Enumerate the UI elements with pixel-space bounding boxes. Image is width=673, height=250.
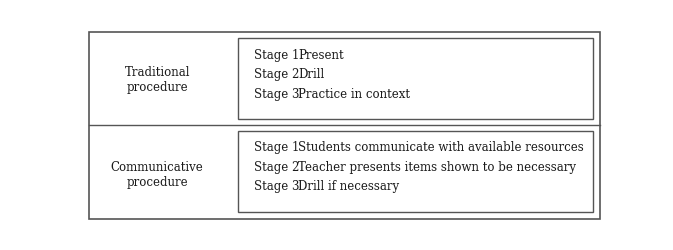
Text: Stage 2: Stage 2 xyxy=(254,160,299,173)
Bar xyxy=(238,131,593,212)
Text: Drill: Drill xyxy=(298,68,324,81)
Text: Stage 1: Stage 1 xyxy=(254,48,299,61)
Text: Practice in context: Practice in context xyxy=(298,87,410,100)
Text: Traditional
procedure: Traditional procedure xyxy=(125,66,190,94)
Text: Students communicate with available resources: Students communicate with available reso… xyxy=(298,141,583,154)
Text: Communicative
procedure: Communicative procedure xyxy=(111,160,203,188)
Text: Stage 2: Stage 2 xyxy=(254,68,299,81)
Text: Stage 3: Stage 3 xyxy=(254,87,299,100)
Text: Drill if necessary: Drill if necessary xyxy=(298,180,399,192)
Text: Present: Present xyxy=(298,48,344,61)
Text: Stage 3: Stage 3 xyxy=(254,180,299,192)
Bar xyxy=(238,39,593,119)
Text: Teacher presents items shown to be necessary: Teacher presents items shown to be neces… xyxy=(298,160,576,173)
Text: Stage 1: Stage 1 xyxy=(254,141,299,154)
